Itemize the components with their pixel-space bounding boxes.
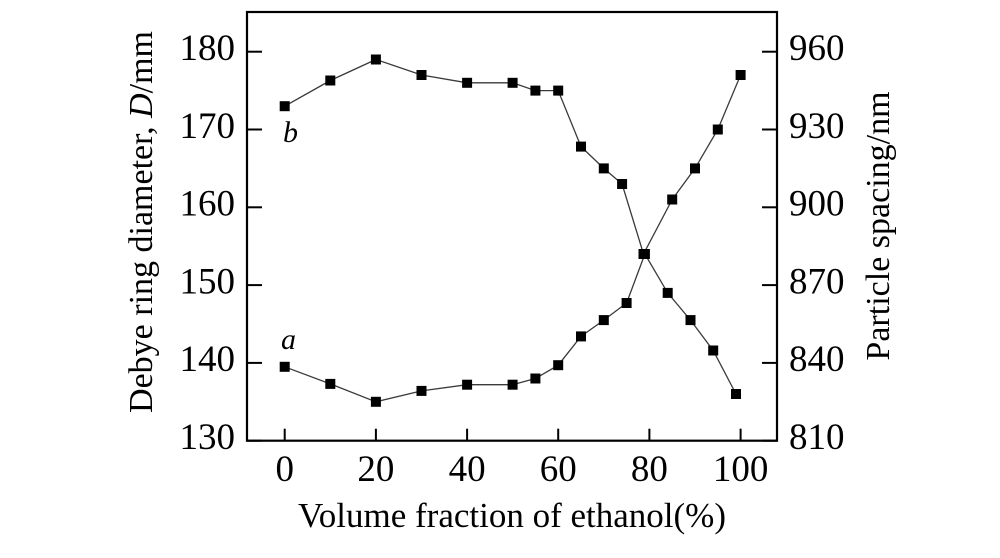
svg-text:960: 960 xyxy=(789,28,845,69)
svg-text:160: 160 xyxy=(180,184,236,225)
svg-text:930: 930 xyxy=(789,106,845,147)
svg-text:840: 840 xyxy=(789,339,845,380)
svg-text:130: 130 xyxy=(180,417,236,458)
svg-text:Particle spacing/nm: Particle spacing/nm xyxy=(860,91,897,360)
svg-text:Debye ring diameter, D/mm: Debye ring diameter, D/mm xyxy=(123,31,160,413)
svg-text:170: 170 xyxy=(180,106,236,147)
svg-text:a: a xyxy=(281,323,296,356)
svg-text:180: 180 xyxy=(180,28,236,69)
svg-text:810: 810 xyxy=(789,417,845,458)
svg-text:870: 870 xyxy=(789,261,845,302)
svg-text:b: b xyxy=(283,116,298,149)
svg-text:20: 20 xyxy=(357,449,394,490)
svg-text:150: 150 xyxy=(180,261,236,302)
svg-text:900: 900 xyxy=(789,184,845,225)
svg-text:60: 60 xyxy=(540,449,577,490)
svg-text:100: 100 xyxy=(713,449,769,490)
svg-text:0: 0 xyxy=(275,449,294,490)
svg-text:Volume fraction of ethanol(%): Volume fraction of ethanol(%) xyxy=(298,496,726,535)
svg-text:40: 40 xyxy=(449,449,486,490)
svg-text:80: 80 xyxy=(631,449,668,490)
svg-text:140: 140 xyxy=(180,339,236,380)
